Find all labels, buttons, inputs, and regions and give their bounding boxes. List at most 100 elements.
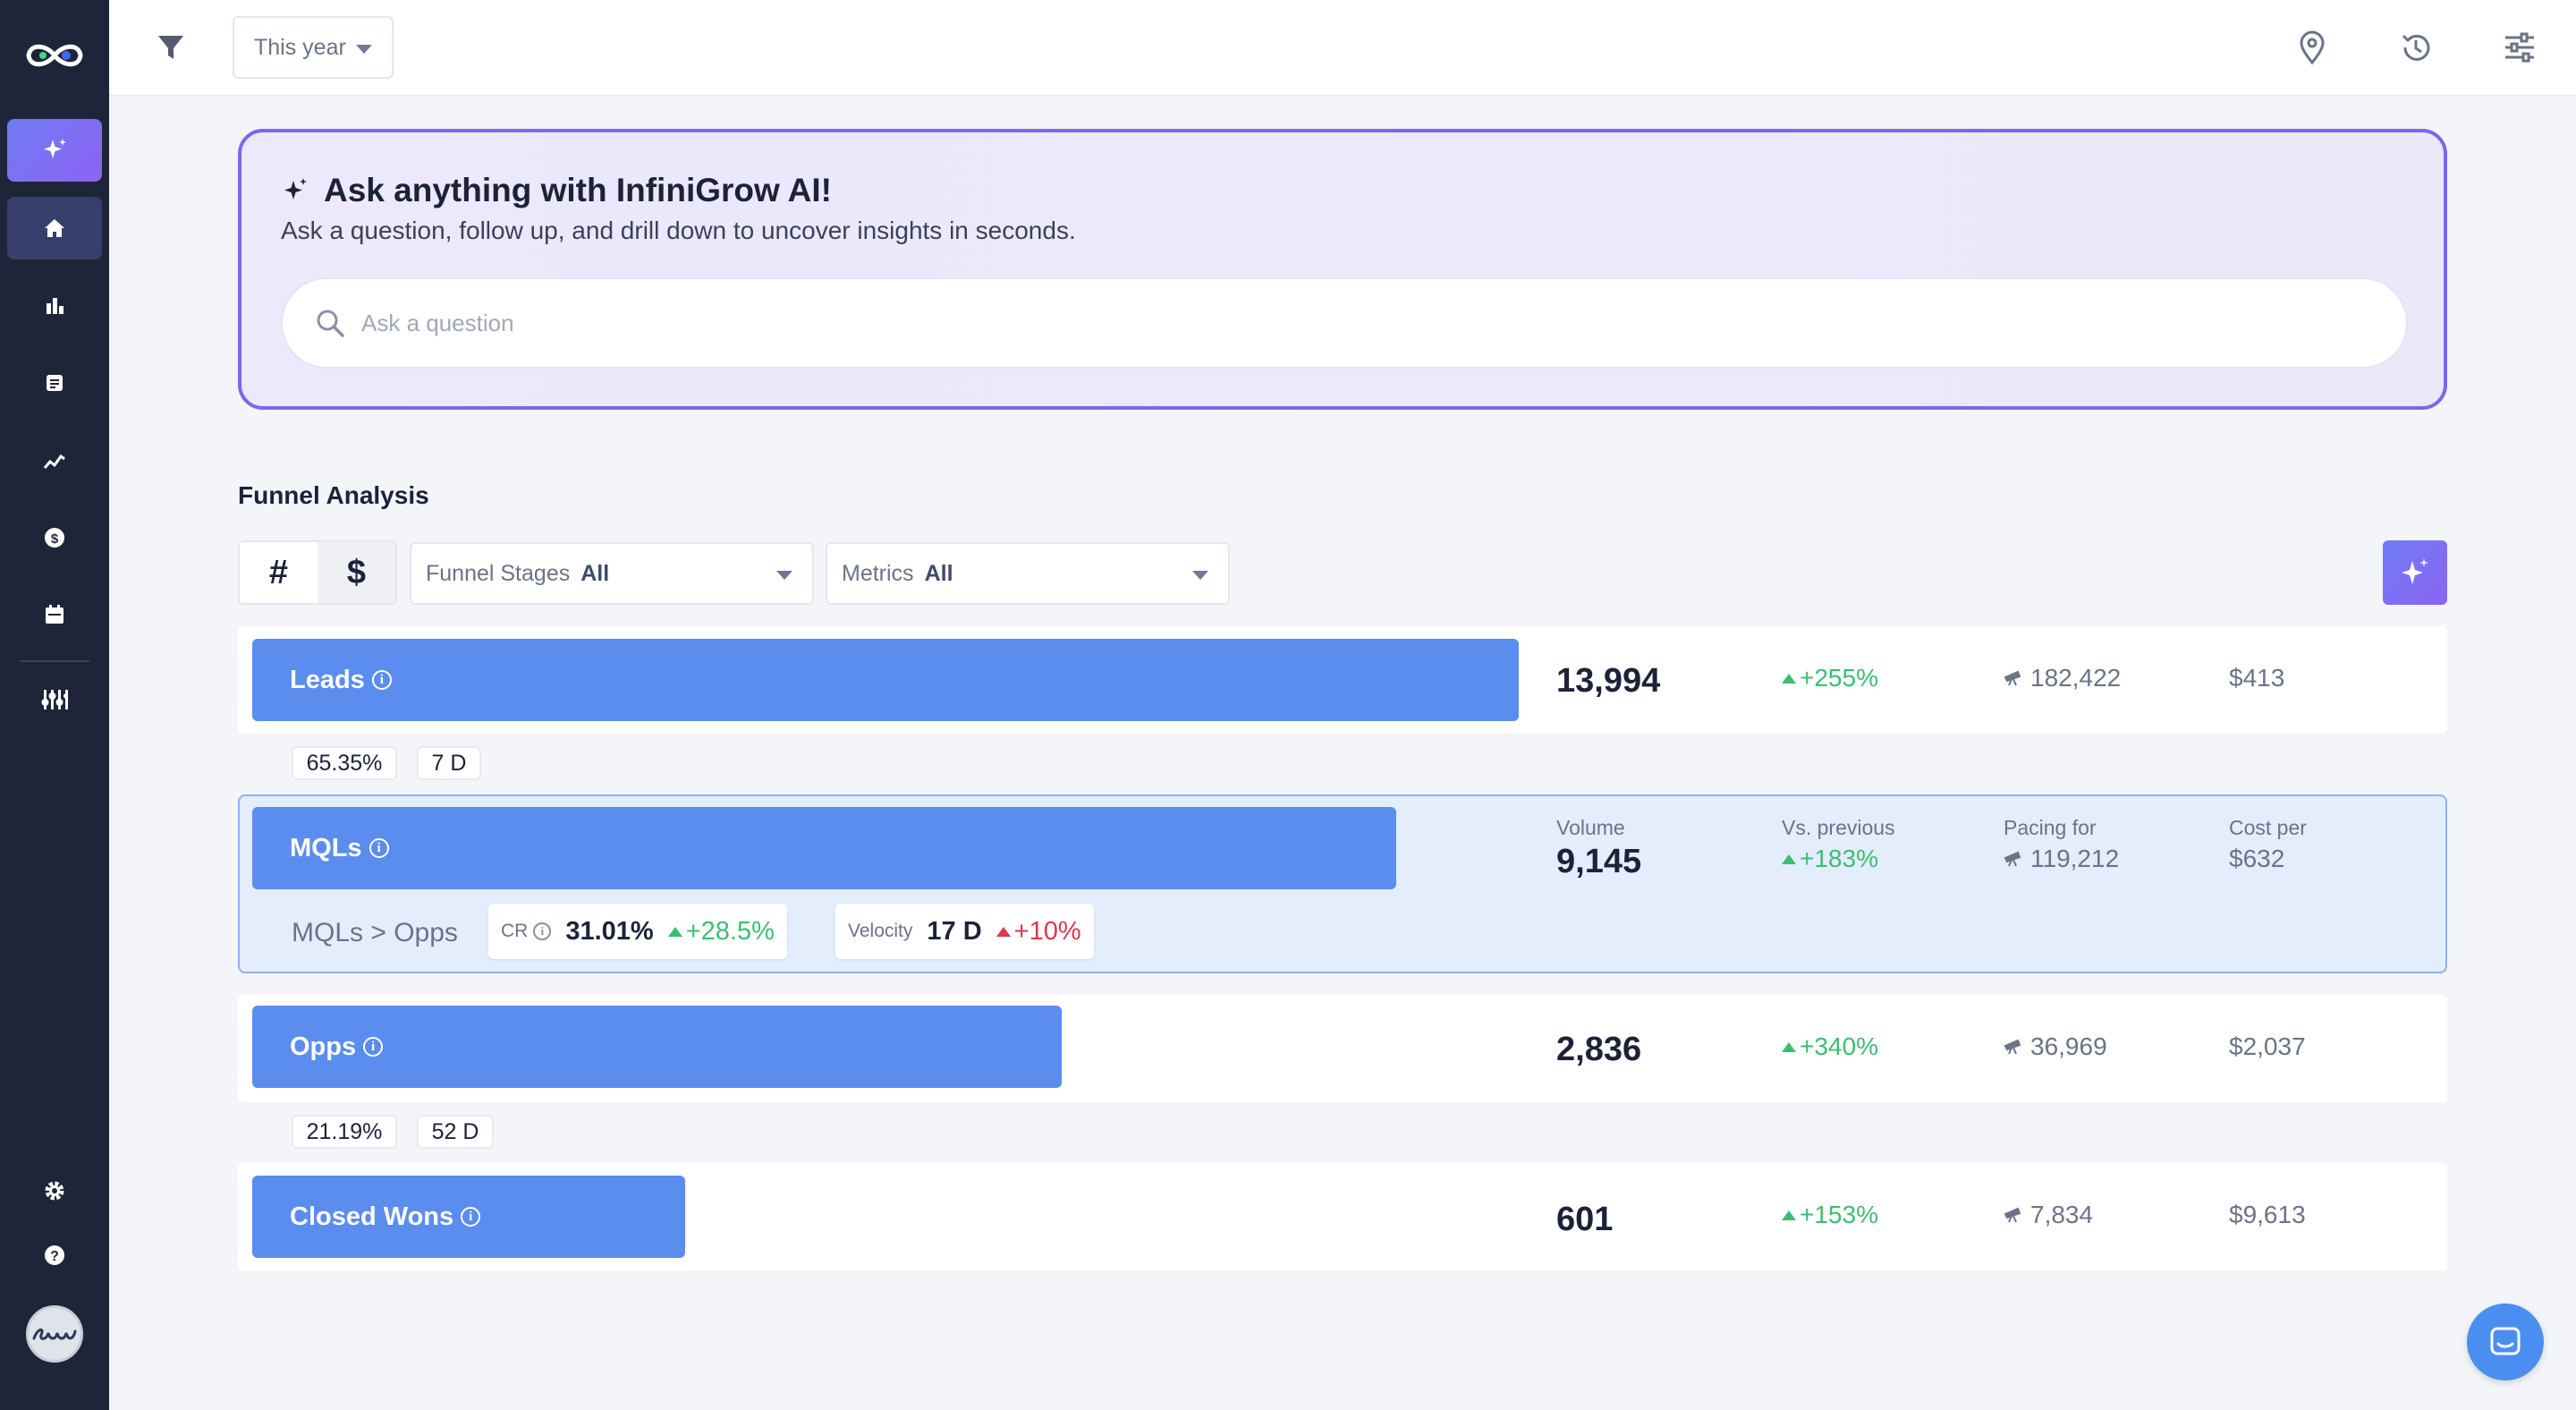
arrow-up-icon: [1782, 1210, 1796, 1220]
ai-insights-button[interactable]: [2383, 540, 2447, 605]
svg-text:?: ?: [50, 1249, 59, 1264]
svg-text:$: $: [51, 531, 59, 547]
sidebar-divider: [20, 660, 89, 662]
history-icon[interactable]: [2395, 27, 2436, 68]
funnel-row-mqls[interactable]: MQLs i Volume 9,145 Vs. previous +183% Pa…: [238, 794, 2447, 973]
funnel-stages-label: Funnel Stages: [426, 560, 571, 586]
dollar-toggle[interactable]: $: [318, 542, 395, 603]
info-icon[interactable]: i: [363, 1037, 384, 1057]
pacing-value: 36,969: [2004, 1032, 2107, 1061]
ai-search-input[interactable]: [361, 309, 2329, 337]
pacing-value: 7,834: [2004, 1201, 2093, 1229]
period-select[interactable]: This year: [233, 16, 394, 79]
cost-value: $2,037: [2229, 1032, 2306, 1060]
sidebar-item-calendar[interactable]: [39, 599, 70, 630]
velocity-label: Velocity: [848, 921, 913, 941]
avatar-signature-icon: [32, 1329, 77, 1340]
funnel-row-opps[interactable]: Opps i 2,836 +340% 36,969 $2,037: [238, 995, 2447, 1102]
funnel-bar-leads[interactable]: Leads i: [252, 639, 1519, 721]
ai-card-subtitle: Ask a question, follow up, and drill dow…: [281, 217, 1076, 244]
sidebar-item-settings[interactable]: [39, 1176, 70, 1206]
avatar[interactable]: [26, 1305, 83, 1363]
info-icon[interactable]: i: [461, 1207, 481, 1227]
volume-value: 13,994: [1556, 662, 1661, 700]
volume-label: Volume: [1556, 816, 1625, 839]
velocity-chip: 7 D: [417, 746, 481, 780]
trend-line-icon: [43, 454, 65, 469]
help-icon: ?: [45, 1245, 64, 1265]
chat-launcher-button[interactable]: [2467, 1304, 2544, 1380]
bar-chart-icon: [47, 298, 64, 314]
telescope-icon: [2004, 1207, 2021, 1223]
funnel-section-title: Funnel Analysis: [238, 481, 429, 509]
funnel-row-closed-wons[interactable]: Closed Wons i 601 +153% 7,834 $9,613: [238, 1163, 2447, 1270]
sidebar-item-ai[interactable]: [7, 119, 102, 182]
volume-value: 9,145: [1556, 843, 1642, 880]
cr-value: 31.01%: [565, 916, 654, 946]
period-value: This year: [254, 34, 346, 60]
calendar-icon: [46, 605, 64, 624]
funnel-bar-opps[interactable]: Opps i: [252, 1006, 1062, 1088]
funnel-bar-mqls[interactable]: MQLs i: [252, 807, 1396, 889]
funnel-bar-closed-wons[interactable]: Closed Wons i: [252, 1176, 685, 1258]
velocity-chip: 52 D: [417, 1115, 494, 1149]
chevron-down-icon: [776, 571, 792, 580]
info-icon[interactable]: i: [533, 922, 552, 940]
funnel-stage-name: Closed Wons: [290, 1202, 454, 1231]
location-pin-icon[interactable]: [2292, 27, 2333, 68]
conversion-rate-chip: 65.35%: [292, 746, 397, 780]
infinigrow-logo[interactable]: [20, 34, 89, 77]
sidebar-item-trends[interactable]: [39, 446, 70, 476]
metric-type-toggle: # $: [238, 540, 397, 605]
funnel-stages-select[interactable]: Funnel Stages All: [410, 542, 814, 605]
conversion-rate-pill: CR i 31.01% +28.5%: [488, 904, 787, 959]
change-value: +183%: [1782, 845, 1878, 873]
settings-sliders-icon[interactable]: [2499, 27, 2540, 68]
sidebar-item-analyze[interactable]: [39, 290, 70, 320]
telescope-icon: [2004, 851, 2021, 867]
chat-icon: [2490, 1327, 2521, 1355]
info-icon[interactable]: i: [371, 670, 392, 690]
telescope-icon: [2004, 670, 2021, 686]
chevron-down-icon: [1192, 571, 1208, 580]
chevron-down-icon: [356, 45, 372, 54]
ai-search-box[interactable]: [281, 277, 2408, 369]
cr-label: CR: [501, 921, 529, 941]
pacing-label: Pacing for: [2004, 816, 2097, 839]
arrow-up-icon: [1782, 673, 1796, 684]
pacing-value: 182,422: [2004, 664, 2121, 692]
gear-icon: [45, 1181, 64, 1201]
ai-card-title-text: Ask anything with InfiniGrow AI!: [324, 172, 833, 208]
sidebar-item-reports[interactable]: [39, 368, 70, 398]
metrics-select[interactable]: Metrics All: [826, 542, 1230, 605]
sliders-vertical-icon: [41, 690, 68, 709]
pacing-value: 119,212: [2004, 845, 2119, 873]
funnel-stages-value: All: [580, 560, 610, 586]
ai-card-title: Ask anything with InfiniGrow AI!: [281, 172, 832, 209]
search-icon: [317, 310, 344, 337]
funnel-stage-name: Opps: [290, 1032, 357, 1061]
funnel-stage-name: MQLs: [290, 833, 362, 862]
volume-value: 601: [1556, 1201, 1614, 1238]
stage-transition-label: MQLs > Opps: [292, 918, 458, 947]
sparkles-icon: [2402, 558, 2428, 584]
sidebar-item-home[interactable]: [7, 197, 102, 259]
arrow-up-icon: [996, 926, 1011, 937]
sidebar-item-help[interactable]: ?: [39, 1240, 70, 1270]
filter-icon[interactable]: [156, 32, 188, 64]
sidebar-item-integrations[interactable]: [39, 684, 70, 715]
vs-previous-label: Vs. previous: [1782, 816, 1895, 839]
count-toggle[interactable]: #: [268, 553, 289, 591]
dollar-circle-icon: $: [45, 528, 64, 548]
funnel-row-leads[interactable]: Leads i 13,994 +255% 182,422 $413: [238, 626, 2447, 734]
info-icon[interactable]: i: [369, 838, 389, 858]
cost-value: $413: [2229, 664, 2285, 692]
top-bar: This year: [109, 0, 2576, 97]
change-value: +340%: [1782, 1032, 1878, 1061]
sidebar-item-budget[interactable]: $: [39, 522, 70, 553]
cost-per-label: Cost per: [2229, 816, 2307, 839]
arrow-up-icon: [1782, 854, 1796, 864]
cr-change: +28.5%: [667, 917, 775, 947]
home-icon: [45, 219, 64, 237]
velocity-value: 17 D: [927, 916, 982, 946]
